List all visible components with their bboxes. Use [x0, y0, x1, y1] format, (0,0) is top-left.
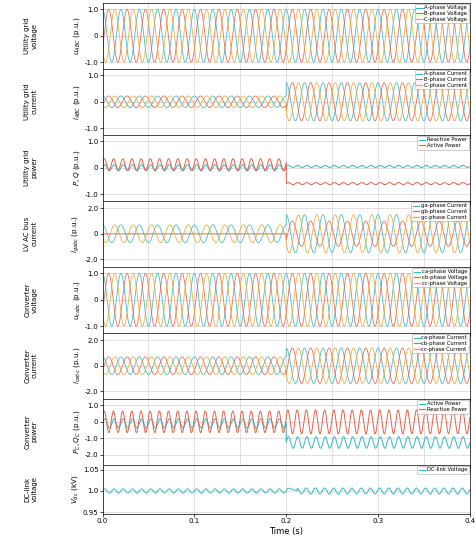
Y-axis label: $i_{ABC}$ (p.u.): $i_{ABC}$ (p.u.) — [72, 84, 82, 120]
Legend: ca-phase Voltage, cb-phase Voltage, cc-phase Voltage: ca-phase Voltage, cb-phase Voltage, cc-p… — [411, 268, 468, 287]
Text: Converter
power: Converter power — [24, 415, 37, 449]
Text: Utility grid
power: Utility grid power — [24, 150, 37, 186]
Legend: ga-phase Current, gb-phase Current, gc-phase Current: ga-phase Current, gb-phase Current, gc-p… — [411, 202, 468, 221]
Y-axis label: $i_{cabc}$ (p.u.): $i_{cabc}$ (p.u.) — [72, 347, 82, 384]
X-axis label: Time (s): Time (s) — [268, 527, 303, 536]
Legend: Reactive Power, Active Power: Reactive Power, Active Power — [416, 136, 468, 150]
Y-axis label: $u_{cabc}$ (p.u.): $u_{cabc}$ (p.u.) — [72, 280, 82, 320]
Legend: A-phase Voltage, B-phase Voltage, C-phase Voltage: A-phase Voltage, B-phase Voltage, C-phas… — [414, 4, 468, 23]
Legend: ca-phase Current, cb-phase Current, cc-phase Current: ca-phase Current, cb-phase Current, cc-p… — [411, 334, 468, 353]
Legend: A-phase Current, B-phase Current, C-phase Current: A-phase Current, B-phase Current, C-phas… — [414, 70, 468, 89]
Y-axis label: $P, Q$ (p.u.): $P, Q$ (p.u.) — [72, 149, 82, 186]
Y-axis label: $i_{gabc}$ (p.u.): $i_{gabc}$ (p.u.) — [70, 215, 82, 252]
Text: Utility grid
voltage: Utility grid voltage — [24, 18, 37, 54]
Text: Utility grid
current: Utility grid current — [24, 84, 37, 120]
Text: Converter
current: Converter current — [24, 349, 37, 383]
Y-axis label: $V_{dc}$ (kV): $V_{dc}$ (kV) — [70, 475, 80, 504]
Legend: DC-link Voltage: DC-link Voltage — [416, 466, 468, 474]
Text: DC-link
voltage: DC-link voltage — [24, 476, 37, 503]
Text: LV AC bus
current: LV AC bus current — [24, 217, 37, 251]
Y-axis label: $P_C, Q_C$ (p.u.): $P_C, Q_C$ (p.u.) — [72, 410, 82, 454]
Y-axis label: $u_{ABC}$ (p.u.): $u_{ABC}$ (p.u.) — [72, 16, 82, 55]
Text: Converter
voltage: Converter voltage — [24, 283, 37, 317]
Legend: Active Power, Reactive Power: Active Power, Reactive Power — [416, 400, 468, 414]
